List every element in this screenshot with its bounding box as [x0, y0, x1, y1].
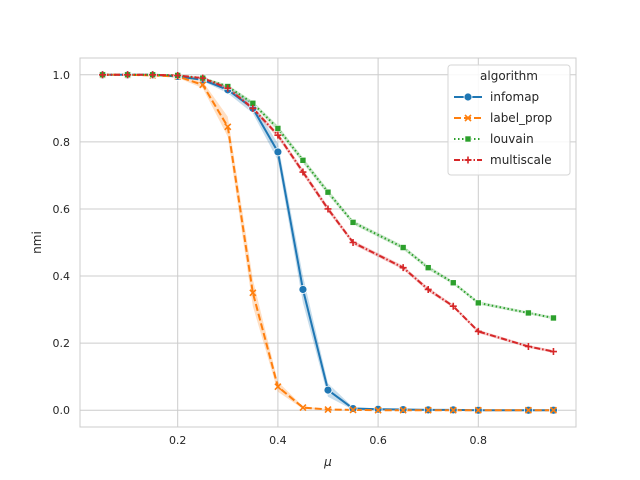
- y-tick-label: 1.0: [53, 69, 71, 82]
- marker-multiscale: [99, 71, 107, 79]
- marker-louvain: [349, 219, 357, 226]
- marker-multiscale: [124, 71, 132, 79]
- marker-label_prop: [249, 289, 257, 297]
- y-tick-label: 0.6: [53, 203, 71, 216]
- axes: 0.2 0.4 0.6 0.8 0.0 0.2 0.4 0.6 0.8 1.0 μ nmi: [30, 57, 577, 469]
- legend-label-infomap: infomap: [490, 90, 539, 104]
- marker-infomap: [298, 285, 308, 294]
- marker-label_prop: [224, 123, 232, 131]
- marker-multiscale: [474, 327, 482, 335]
- series-markers: [98, 70, 558, 415]
- legend-marker-louvain: [464, 135, 472, 143]
- marker-louvain: [299, 157, 307, 164]
- marker-louvain: [475, 299, 482, 307]
- marker-multiscale: [549, 348, 557, 356]
- marker-louvain: [399, 244, 407, 251]
- marker-label_prop: [274, 383, 282, 391]
- x-tick-label: 0.6: [369, 434, 387, 447]
- marker-label_prop: [549, 406, 558, 414]
- marker-multiscale: [349, 239, 357, 246]
- marker-label_prop: [199, 81, 207, 89]
- marker-multiscale: [224, 84, 232, 92]
- marker-label_prop: [324, 405, 332, 414]
- legend-label-label_prop: label_prop: [490, 111, 552, 125]
- marker-louvain: [525, 309, 532, 317]
- marker-louvain: [424, 264, 432, 271]
- marker-multiscale: [324, 205, 332, 213]
- y-axis-label: nmi: [30, 231, 44, 254]
- marker-louvain: [449, 279, 457, 287]
- x-tick-label: 0.4: [269, 434, 287, 447]
- marker-multiscale: [424, 285, 432, 293]
- marker-infomap: [323, 385, 333, 395]
- marker-louvain: [550, 314, 557, 322]
- marker-infomap: [273, 147, 283, 157]
- x-axis-label: μ: [323, 455, 332, 469]
- marker-label_prop: [449, 406, 457, 414]
- legend-marker-label_prop: [464, 114, 472, 122]
- marker-multiscale: [274, 131, 282, 139]
- x-tick-label: 0.8: [470, 434, 488, 447]
- y-tick-label: 0.8: [53, 136, 71, 149]
- marker-multiscale: [524, 342, 532, 350]
- y-tick-label: 0.0: [53, 404, 71, 417]
- marker-multiscale: [149, 71, 157, 79]
- plot-frame: [79, 57, 577, 428]
- legend-box: [447, 64, 571, 176]
- marker-multiscale: [249, 104, 257, 112]
- x-tick-label: 0.2: [169, 434, 187, 447]
- legend-label-multiscale: multiscale: [490, 153, 552, 167]
- marker-label_prop: [474, 406, 482, 414]
- marker-multiscale: [399, 264, 407, 272]
- marker-label_prop: [524, 406, 532, 414]
- y-tick-label: 0.2: [53, 337, 71, 350]
- marker-infomap: [348, 404, 358, 413]
- line-multiscale: [102, 73, 554, 353]
- marker-multiscale: [174, 71, 182, 79]
- marker-label_prop: [299, 403, 307, 412]
- marker-louvain: [274, 125, 282, 132]
- legend-marker-infomap: [463, 92, 473, 102]
- marker-label_prop: [374, 406, 382, 414]
- marker-multiscale: [449, 302, 457, 310]
- marker-label_prop: [424, 406, 432, 414]
- marker-label_prop: [399, 406, 407, 414]
- marker-label_prop: [349, 406, 357, 414]
- legend-title: algorithm: [480, 69, 538, 83]
- y-tick-label: 0.4: [53, 270, 71, 283]
- legend-label-louvain: louvain: [490, 132, 534, 146]
- marker-multiscale: [299, 168, 307, 176]
- marker-louvain: [324, 188, 332, 196]
- marker-multiscale: [199, 74, 207, 82]
- legend-marker-multiscale: [464, 156, 472, 164]
